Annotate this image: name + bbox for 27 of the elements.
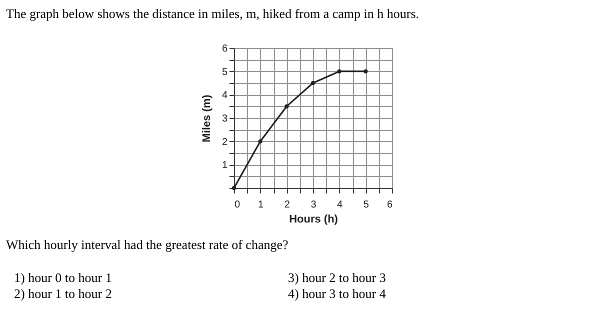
point bbox=[284, 104, 289, 108]
point bbox=[232, 186, 236, 190]
point bbox=[258, 139, 262, 144]
text: 2) hour 1 to hour 2 bbox=[14, 286, 112, 301]
y-tick-label: 2 bbox=[222, 136, 228, 148]
y-tick-label: 4 bbox=[222, 90, 228, 102]
text: 3) hour 2 to hour 3 bbox=[288, 270, 386, 285]
point bbox=[364, 69, 368, 74]
y-tick-label: 1 bbox=[222, 160, 228, 172]
x-tick-label: 4 bbox=[337, 200, 344, 210]
y-tick-label: 3 bbox=[222, 114, 228, 124]
text: Which hourly interval had the greatest rate of change? bbox=[6, 237, 288, 252]
point bbox=[337, 69, 342, 74]
text: 1) hour 0 to hour 1 bbox=[14, 270, 112, 285]
chart-title: The graph below shows the distance in miles, m, hiked from a camp in h hours. bbox=[6, 6, 420, 21]
x-tick-label: 5 bbox=[363, 200, 370, 210]
y-tick-label: 6 bbox=[222, 44, 228, 54]
x-tick-label: 3 bbox=[310, 200, 317, 210]
x-tick-label: 0 bbox=[234, 200, 240, 210]
text: 4) hour 3 to hour 4 bbox=[288, 286, 386, 301]
x-axis-title: Hours (h) bbox=[289, 214, 338, 226]
point bbox=[310, 80, 316, 86]
x-tick-label: 6 bbox=[386, 200, 393, 210]
y-tick-label: 5 bbox=[222, 66, 228, 78]
x-tick-label: 2 bbox=[284, 200, 290, 210]
y-axis-title: Miles (m) bbox=[200, 94, 213, 142]
x-tick-label: 1 bbox=[258, 200, 264, 210]
